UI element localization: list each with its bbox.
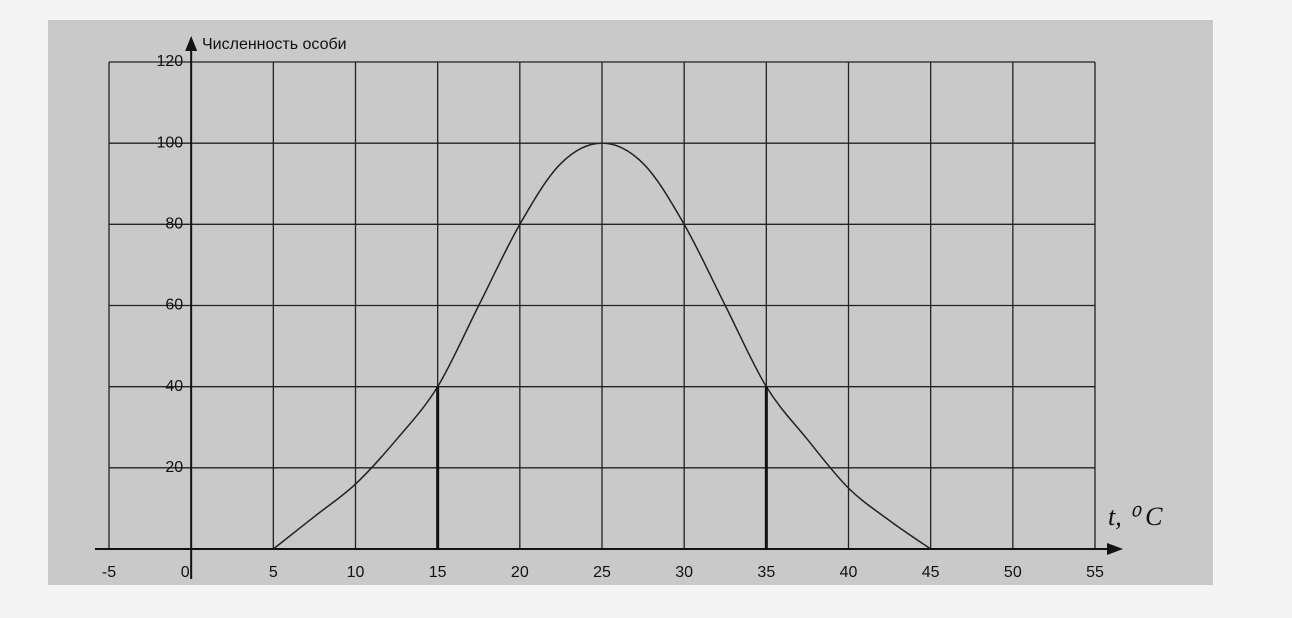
- x-tick-label: 0: [181, 564, 190, 581]
- y-axis-arrow: [185, 36, 198, 51]
- y-tick-label: 60: [165, 297, 183, 314]
- x-axis-label: t, ⁰ C: [1108, 502, 1163, 531]
- x-tick-label: 40: [840, 564, 858, 581]
- x-tick-label: 30: [675, 564, 693, 581]
- x-tick-label: 35: [757, 564, 775, 581]
- y-tick-label: 100: [156, 134, 183, 151]
- x-tick-label: 55: [1086, 564, 1104, 581]
- y-tick-label: 80: [165, 216, 183, 233]
- x-tick-label: 10: [347, 564, 365, 581]
- y-tick-label: 40: [165, 378, 183, 395]
- x-axis-arrow: [1107, 543, 1123, 555]
- x-tick-label: -5: [102, 564, 116, 581]
- x-tick-label: 15: [429, 564, 447, 581]
- x-tick-label: 50: [1004, 564, 1022, 581]
- y-tick-label: 20: [165, 459, 183, 476]
- line-series: [272, 142, 932, 550]
- x-tick-label: 5: [269, 564, 278, 581]
- y-tick-label: 120: [156, 53, 183, 70]
- plot-background: [48, 20, 1213, 585]
- x-tick-label: 25: [593, 564, 611, 581]
- x-tick-label: 20: [511, 564, 529, 581]
- x-tick-label: 45: [922, 564, 940, 581]
- y-axis-label: Численность особи: [202, 36, 347, 53]
